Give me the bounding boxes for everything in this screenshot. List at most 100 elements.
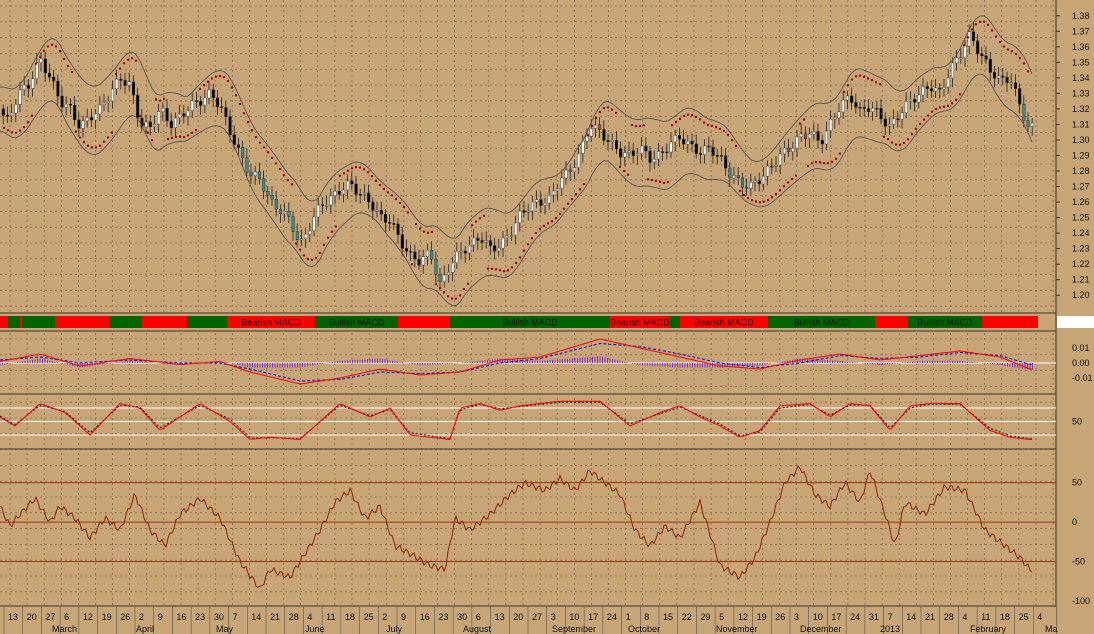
signal-segment: [110, 316, 142, 328]
sar-dot: [746, 196, 750, 200]
x-tick-label: 23: [438, 612, 448, 622]
candle-body: [14, 104, 18, 114]
sar-dot: [710, 124, 714, 128]
signal-label: Bullish MACD: [917, 318, 973, 328]
x-tick-label: 28: [289, 612, 299, 622]
x-tick-label: 25: [364, 612, 374, 622]
sar-dot: [330, 230, 334, 233]
candle-body: [131, 81, 135, 96]
sar-dot: [602, 106, 606, 110]
y-tick-label: 1.38: [1072, 11, 1090, 21]
candle-body: [568, 169, 572, 172]
sar-dot: [918, 122, 922, 126]
x-tick-label: 17: [588, 612, 598, 622]
candle-body: [930, 88, 934, 92]
candle-body: [480, 240, 484, 243]
x-tick-label: 8: [644, 612, 649, 622]
sar-dot: [390, 194, 394, 197]
signal-segment: [398, 316, 450, 328]
candle-body: [720, 155, 724, 157]
candle-body: [1014, 82, 1018, 89]
candle-body: [52, 76, 56, 82]
sar-dot: [670, 123, 674, 127]
sar-dot: [122, 62, 126, 65]
candle-body: [841, 99, 845, 113]
candle-body: [329, 195, 333, 206]
sar-dot: [266, 151, 270, 154]
sar-dot: [594, 116, 598, 120]
candle-body: [820, 140, 824, 145]
sar-dot: [738, 189, 742, 193]
sar-dot: [162, 97, 166, 101]
signal-label: Bearish MACD: [610, 318, 670, 328]
sar-dot: [374, 179, 378, 183]
candle-body: [358, 194, 362, 196]
candle-body: [300, 238, 304, 241]
candle-body: [346, 180, 350, 191]
candle-body: [161, 108, 165, 112]
month-label: March: [52, 624, 77, 634]
sar-dot: [1014, 52, 1018, 56]
candle-body: [350, 180, 354, 185]
x-tick-label: 7: [888, 612, 893, 622]
x-axis: 13 20 27 6 12 19 26 2 9 16 23 30 7 14 21 28 4 11 18 25 2 9 16 2…: [0, 607, 1058, 634]
candle-body: [858, 107, 862, 109]
sar-dot: [138, 114, 142, 118]
sar-dot: [106, 136, 110, 139]
y-tick-label: 1.24: [1072, 228, 1090, 238]
candle-body: [837, 111, 841, 119]
candle-body: [56, 80, 60, 97]
sar-dot: [118, 67, 122, 70]
candle-body: [602, 129, 606, 141]
sar-dot: [214, 75, 218, 78]
x-tick-label: 15: [663, 612, 673, 622]
signal-label: Bullish MACD: [794, 318, 850, 328]
sar-dot: [542, 224, 546, 228]
month-label: November: [716, 624, 758, 634]
sar-dot: [506, 269, 510, 272]
signal-segment: [8, 316, 20, 328]
sar-dot: [986, 23, 990, 27]
signal-label: Bullish MACD: [329, 318, 385, 328]
x-tick-label: 7: [233, 612, 238, 622]
sar-dot: [530, 237, 534, 240]
sar-dot: [238, 102, 242, 106]
candle-body: [220, 106, 224, 108]
sar-dot: [174, 135, 178, 139]
candle-body: [833, 117, 837, 120]
sar-dot: [690, 114, 694, 117]
candle-body: [1009, 82, 1013, 84]
candle-body: [178, 113, 182, 119]
candle-body: [60, 95, 64, 108]
signal-segment: [982, 316, 1038, 328]
x-tick-label: 4: [962, 612, 967, 622]
sar-dot: [258, 141, 262, 144]
sar-dot: [462, 287, 466, 291]
candle-body: [379, 210, 383, 215]
candle-body: [392, 223, 396, 225]
sar-dot: [194, 128, 198, 132]
sar-dot: [850, 78, 854, 81]
candle-body: [274, 199, 278, 210]
candle-body: [236, 144, 240, 148]
candle-body: [489, 240, 493, 246]
y-tick-label: 1.32: [1072, 104, 1090, 114]
candle-body: [535, 199, 539, 203]
candle-body: [686, 140, 690, 145]
sar-dot: [582, 182, 586, 186]
candle-body: [388, 222, 392, 224]
x-tick-label: 14: [906, 612, 916, 622]
sar-dot: [970, 28, 974, 31]
sar-dot: [546, 222, 550, 225]
candle-body: [997, 75, 1001, 79]
x-tick-label: 30: [457, 612, 467, 622]
candle-body: [732, 175, 736, 179]
sar-dot: [930, 110, 934, 113]
candle-body: [232, 134, 236, 145]
x-tick-label: 20: [513, 612, 523, 622]
candle-body: [430, 250, 434, 260]
sar-dot: [622, 169, 626, 173]
sar-dot: [422, 230, 426, 233]
sar-dot: [26, 121, 30, 124]
